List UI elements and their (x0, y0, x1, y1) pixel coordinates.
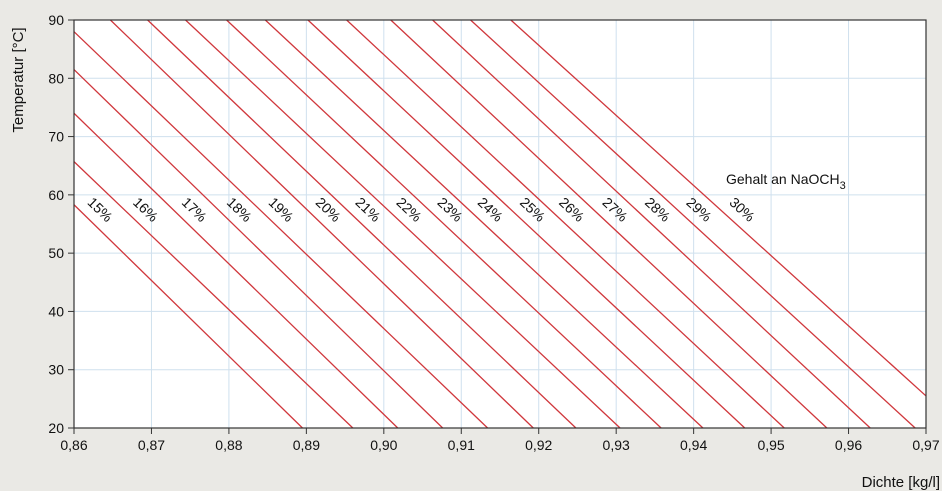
y-tick-label: 50 (48, 245, 64, 261)
grid (74, 20, 926, 428)
x-axis-ticks: 0,86 0,87 0,88 0,89 0,90 0,91 0,92 0,93 0,94 0,95… (60, 428, 940, 453)
x-tick-label: 0,89 (293, 437, 320, 453)
x-tick-label: 0,94 (680, 437, 707, 453)
series-line-17pct (73, 112, 399, 429)
y-axis-ticks: 20 30 40 50 60 70 80 90 (48, 12, 74, 436)
series-line-20pct (109, 19, 534, 429)
plot-frame (73, 19, 927, 429)
series-line-21pct (147, 19, 577, 429)
series-line-27pct (390, 19, 828, 429)
x-tick-label: 0,97 (912, 437, 939, 453)
x-tick-label: 0,92 (525, 437, 552, 453)
series-line-16pct (73, 161, 354, 429)
x-tick-label: 0,96 (835, 437, 862, 453)
series-line-24pct (264, 19, 704, 429)
y-tick-label: 30 (48, 362, 64, 378)
y-tick-label: 40 (48, 303, 64, 319)
series-lines (73, 19, 927, 429)
x-tick-label: 0,90 (370, 437, 397, 453)
annotation-content-label: Gehalt an NaOCH3 (726, 171, 846, 192)
y-axis-title: Temperatur [°C] (10, 27, 27, 132)
series-line-29pct (470, 19, 916, 429)
x-tick-label: 0,88 (215, 437, 242, 453)
series-line-22pct (185, 19, 621, 429)
series-line-15pct (73, 204, 303, 429)
series-line-30pct (510, 19, 927, 397)
y-tick-label: 20 (48, 420, 64, 436)
series-line-19pct (73, 31, 489, 429)
y-tick-label: 90 (48, 12, 64, 28)
x-tick-label: 0,87 (138, 437, 165, 453)
series-line-25pct (307, 19, 746, 429)
y-tick-label: 60 (48, 187, 64, 203)
x-tick-label: 0,93 (603, 437, 630, 453)
x-axis-title: Dichte [kg/l] (862, 474, 940, 491)
series-line-28pct (432, 19, 871, 429)
series-line-23pct (226, 19, 662, 429)
series-line-18pct (73, 69, 444, 429)
y-tick-label: 70 (48, 129, 64, 145)
y-tick-label: 80 (48, 70, 64, 86)
x-tick-label: 0,95 (757, 437, 784, 453)
x-tick-label: 0,91 (448, 437, 475, 453)
x-tick-label: 0,86 (60, 437, 87, 453)
series-line-26pct (346, 19, 785, 429)
plot-area (74, 20, 926, 428)
